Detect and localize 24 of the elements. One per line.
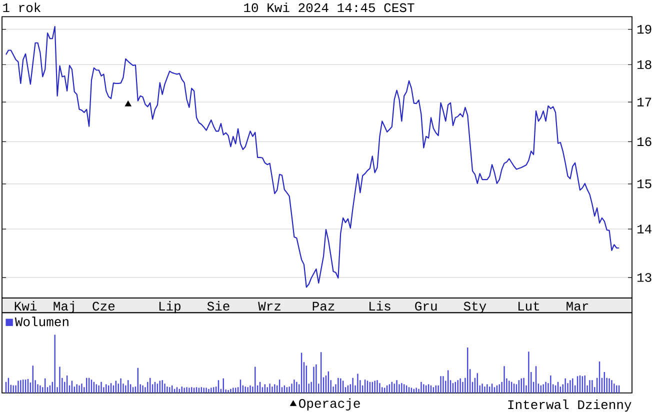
y-tick-label: 16 (637, 137, 652, 146)
chart-subtitle: 10 Kwi 2024 14:45 CEST (244, 2, 414, 12)
x-tick-label: Lis (370, 301, 390, 311)
y-tick-label: 17 (637, 98, 652, 106)
x-tick-label: Kwi (14, 301, 37, 310)
legend-label: Wolumen (14, 316, 68, 326)
x-tick-label: Mar (566, 302, 588, 311)
y-tick-label: 18 (637, 60, 652, 70)
x-tick-label: Lip (159, 301, 180, 314)
legend-label: Operacje (299, 398, 360, 410)
x-tick-label: Cze (92, 302, 115, 311)
x-tick-label: Paz (312, 302, 334, 311)
chart-title: 1 rok (3, 2, 41, 12)
y-tick-label: 13 (637, 273, 652, 282)
y-tick-label: 15 (637, 180, 652, 188)
x-tick-label: Gru (415, 302, 437, 311)
x-tick-label: Wrz (258, 302, 280, 310)
text: Interwal Dzienny (508, 400, 632, 412)
x-tick-label: Maj (54, 301, 74, 314)
y-tick-label: 19 (637, 24, 652, 34)
x-tick-label: Sty (464, 302, 486, 314)
x-tick-label: Sie (207, 301, 230, 311)
x-tick-label: Lut (518, 302, 540, 311)
y-tick-label: 14 (637, 224, 652, 234)
